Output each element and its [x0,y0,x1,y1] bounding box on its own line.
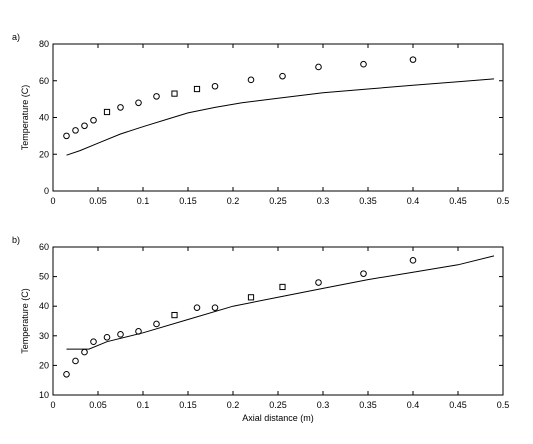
x-tick-label: 0.45 [449,196,467,206]
y-tick-label: 60 [39,76,49,86]
circle-marker [63,132,70,140]
circle-marker [315,279,322,286]
x-tick-label: 0.1 [137,400,150,410]
x-tick-label: 0 [50,196,55,206]
circle-marker [279,72,286,80]
panel-b: 0 0.05 0.1 0.15 0.2 0.25 0.3 0.35 0.4 0.45 0.5 10 20… [12,235,509,423]
plot-frame [52,43,504,192]
circle-marker [211,82,219,90]
circle-marker [211,304,219,311]
x-tick-label: 0.3 [317,196,330,206]
panel-label: b) [12,235,20,245]
y-axis-label: Temperature (C) [20,288,30,354]
square-marker [247,294,255,301]
square-marker [193,85,201,93]
circle-marker [72,127,79,134]
circle-marker [135,99,142,107]
x-tick-label: 0.2 [227,400,240,410]
panel-label: a) [12,32,20,42]
x-tick-label: 0.2 [227,196,240,206]
square-marker [171,90,178,97]
y-tick-label: 50 [39,272,49,282]
y-tick-label: 30 [39,331,49,341]
circle-marker [103,333,111,341]
y-tick-label: 20 [39,360,49,370]
y-tick-label: 40 [39,113,49,123]
circle-marker [117,331,124,338]
circle-marker [63,370,70,378]
y-tick-label: 40 [39,301,49,311]
x-tick-label: 0.15 [179,400,197,410]
circle-marker [193,304,201,311]
x-tick-label: 0.35 [359,196,377,206]
panel-a: 0 0.05 0.1 0.15 0.2 0.25 0.3 0.35 0.4 0.45 0.5 0 20 4… [12,32,509,206]
x-tick-label: 0.05 [89,196,107,206]
y-axis-label: Temperature (C) [20,85,30,151]
circle-marker [409,56,417,63]
x-axis-label: Axial distance (m) [242,413,314,423]
x-tick-label: 0.3 [317,400,330,410]
circle-marker [153,93,160,100]
model-line [66,255,495,350]
model-line [66,78,495,156]
y-tick-label: 20 [39,149,49,159]
circle-marker [247,76,255,84]
x-tick-label: 0.15 [179,196,197,206]
x-tick-label: 0 [50,400,55,410]
circle-marker [153,320,160,328]
circle-marker [360,60,367,68]
y-tick-label: 10 [39,390,49,400]
plot-frame [52,246,504,396]
circle-marker [81,122,88,130]
circle-marker [72,357,79,365]
x-tick-label: 0.5 [497,196,510,206]
x-tick-label: 0.5 [497,400,510,410]
x-tick-label: 0.1 [137,196,150,206]
square-marker [279,283,286,291]
circle-marker [117,104,124,111]
x-tick-label: 0.35 [359,400,377,410]
circle-marker [360,270,367,277]
x-tick-label: 0.05 [89,400,107,410]
x-tick-label: 0.25 [269,400,287,410]
x-tick-label: 0.45 [449,400,467,410]
circle-marker [315,63,322,71]
x-tick-label: 0.25 [269,196,287,206]
x-tick-label: 0.4 [407,196,420,206]
y-tick-label: 0 [44,186,49,196]
circle-marker [90,116,97,124]
square-marker [171,311,178,319]
circle-marker [81,348,88,356]
y-tick-label: 80 [39,39,49,49]
circle-marker [90,338,97,346]
circle-marker [409,257,417,264]
x-tick-label: 0.4 [407,400,420,410]
square-marker [103,108,111,116]
y-tick-label: 60 [39,242,49,252]
